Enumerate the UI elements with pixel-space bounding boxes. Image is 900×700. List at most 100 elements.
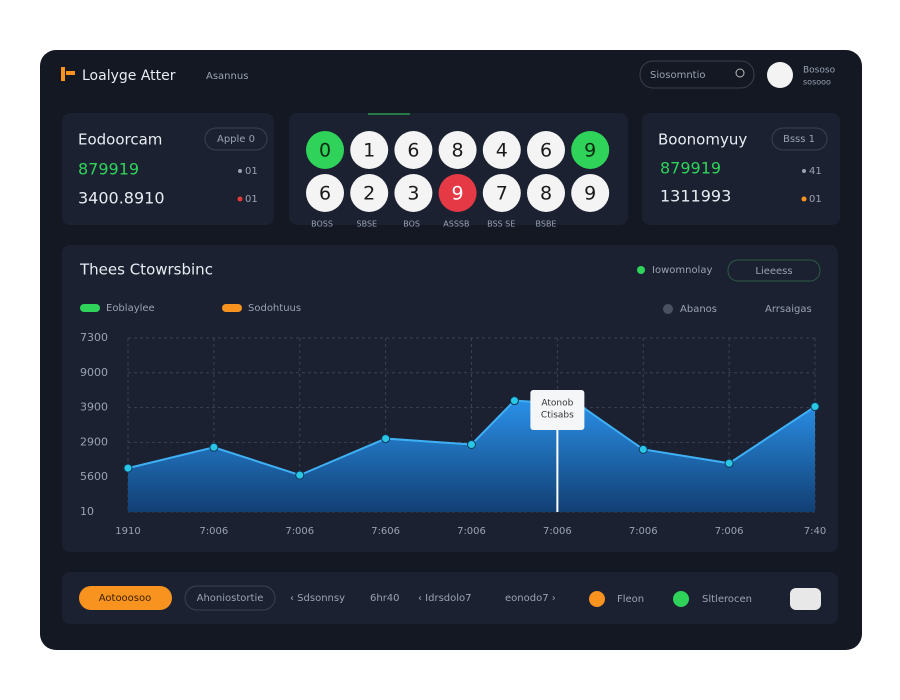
legend-label: Eoblaylee: [106, 303, 155, 314]
ball-number: 7: [496, 183, 508, 205]
ball-label: BOSS: [311, 220, 333, 229]
footer-item[interactable]: ‹ Idrsdolo7: [418, 593, 472, 604]
search-box[interactable]: [639, 60, 755, 89]
number-ball: [482, 174, 521, 212]
ball-grid: 0 1 6 8 4 6 9 6 2 3 9 7 8 9 BOSS SBSE BOS ASSSB BSS SE BSBE: [306, 131, 610, 229]
ball-number: 6: [319, 183, 331, 205]
legend-dot: [663, 304, 673, 314]
search-icon: [735, 68, 745, 78]
chart-title: Thees Ctowrsbinc: [79, 261, 213, 279]
badge-dot: [238, 169, 242, 173]
ball-number: 9: [584, 140, 596, 162]
ball-number: 9: [584, 183, 596, 205]
point: [810, 402, 820, 412]
footer-bar: [62, 572, 838, 624]
card-button[interactable]: [771, 127, 828, 151]
point: [509, 396, 519, 406]
line: [127, 399, 816, 477]
status-label: Sltlerocen: [702, 594, 752, 605]
x-tick-label: 7:40: [804, 526, 826, 537]
tooltip-text: Atonob: [541, 399, 573, 409]
footer-item[interactable]: eonodo7 ›: [505, 593, 556, 604]
card-value: 879919: [78, 160, 139, 179]
x-tick-label: 7:006: [285, 526, 314, 537]
legend-swatch: [222, 304, 242, 312]
primary-button[interactable]: [79, 586, 172, 610]
card-value: 3400.8910: [78, 189, 165, 208]
ball-number: 8: [452, 140, 464, 162]
card-value: 1311993: [660, 187, 731, 206]
ball-label: ASSSB: [443, 220, 469, 229]
badge-dot: [237, 196, 243, 202]
status-label: Fleon: [617, 594, 644, 605]
number-ball: [306, 131, 344, 169]
y-tick-label: 10: [80, 505, 94, 518]
number-ball: [350, 174, 389, 212]
badge: 41: [809, 166, 822, 177]
toggle-label: Iowomnolay: [652, 265, 712, 276]
logo-icon: [61, 67, 65, 81]
ball-label: BSBE: [536, 220, 557, 229]
badge: 01: [245, 166, 258, 177]
badge: 01: [245, 194, 258, 205]
number-ball: [571, 131, 610, 169]
point: [638, 444, 648, 454]
legend-swatch: [80, 304, 100, 312]
number-ball: [571, 174, 610, 212]
y-tick-label: 9000: [80, 366, 108, 379]
number-ball: [394, 174, 433, 212]
ball-number: 1: [363, 140, 375, 162]
number-ball: [438, 174, 477, 212]
footer-item[interactable]: 6hr40: [370, 593, 400, 604]
ball-number: 6: [407, 140, 419, 162]
logo: Loalyge Atter: [82, 68, 176, 84]
logo-icon: [66, 71, 75, 75]
legend-label: Abanos: [680, 304, 717, 315]
ball-number: 8: [540, 183, 552, 205]
card: [642, 113, 840, 225]
chart: Eoblaylee Sodohtuus 10 5600 2900 3900 9000 7300…: [80, 303, 826, 537]
ball-label: SBSE: [357, 220, 378, 229]
user-name: Bososo: [803, 66, 836, 76]
number-ball: [482, 131, 521, 169]
x-tick-label: 7:006: [457, 526, 486, 537]
avatar[interactable]: [767, 62, 793, 88]
card-button-text: Apple 0: [217, 134, 255, 145]
number-ball: [438, 131, 477, 169]
ball-number: 9: [452, 183, 464, 205]
secondary-button-text: Ahoniostortie: [197, 593, 264, 604]
search-text: Siosomntio: [650, 70, 705, 81]
number-ball: [527, 131, 565, 169]
legend-label: Sodohtuus: [248, 303, 301, 314]
toggle-button[interactable]: [727, 259, 821, 282]
area: [128, 400, 815, 512]
tooltip: [530, 390, 585, 430]
x-tick-label: 7:006: [199, 526, 228, 537]
card-button[interactable]: [204, 127, 268, 151]
point: [123, 463, 133, 473]
ball-label: BOS: [403, 220, 420, 229]
status-dot: [673, 591, 689, 607]
toggle-switch[interactable]: [790, 588, 821, 610]
badge-dot: [801, 196, 807, 202]
nav-item[interactable]: Asannus: [206, 71, 248, 82]
card-title: Boonomyuy: [658, 131, 747, 149]
footer-item[interactable]: ‹ Sdsonnsy: [290, 593, 345, 604]
legend-label: Arrsaigas: [765, 304, 812, 315]
point: [295, 470, 305, 480]
ball-number: 3: [407, 183, 419, 205]
badge-dot: [802, 169, 806, 173]
status-dot: [589, 591, 605, 607]
point: [467, 439, 476, 449]
user-sub: sosooo: [803, 78, 831, 87]
point: [381, 434, 391, 444]
toggle-dot: [637, 266, 645, 274]
y-tick-label: 7300: [80, 331, 108, 344]
primary-button-text: Aotooosoo: [99, 593, 152, 604]
x-tick-label: 7:006: [715, 526, 744, 537]
x-tick-label: 7:606: [371, 526, 400, 537]
secondary-button[interactable]: [184, 585, 276, 611]
x-tick-label: 7:006: [629, 526, 658, 537]
